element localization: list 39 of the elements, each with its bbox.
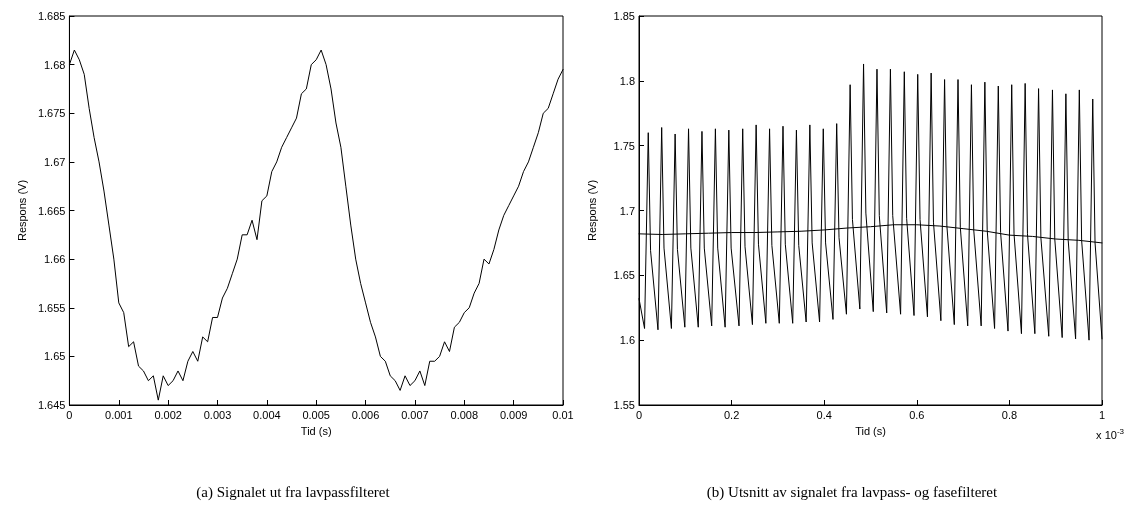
x-tick-label: 0.001 <box>105 408 133 421</box>
y-tick-label: 1.685 <box>37 10 66 22</box>
x-tick-label: 0.002 <box>154 408 182 421</box>
x-tick-label: 0.005 <box>302 408 330 421</box>
y-axis-title: Respons (V) <box>585 179 598 242</box>
y-tick-label: 1.85 <box>613 10 635 22</box>
y-tick-label: 1.645 <box>37 399 66 411</box>
x-tick-label: 0.004 <box>253 408 281 421</box>
y-tick-label: 1.66 <box>44 253 66 266</box>
x-tick-label: 0 <box>66 408 73 421</box>
x-axis-title: Tid (s) <box>300 424 332 437</box>
y-tick-label: 1.67 <box>44 155 66 168</box>
y-tick-label: 1.65 <box>613 269 635 282</box>
y-tick-label: 1.8 <box>619 74 635 87</box>
y-tick-label: 1.7 <box>619 204 635 217</box>
x-tick-label: 0.01 <box>552 408 574 421</box>
y-tick-label: 1.655 <box>37 301 66 314</box>
y-tick-label: 1.6 <box>619 334 635 347</box>
text: (b) Utsnitt av signalet fra lavpass- og fasefilteret <box>706 483 998 501</box>
y-tick-label: 1.68 <box>44 58 66 71</box>
x-tick-label: 0.2 <box>723 408 740 421</box>
y-tick-label: 1.55 <box>613 399 635 411</box>
x-tick-label: 0.009 <box>499 408 528 421</box>
y-axis-title: Respons (V) <box>15 179 28 242</box>
x-tick-label: 0.003 <box>203 408 232 421</box>
x-tick-label: 0.007 <box>401 408 429 421</box>
x-tick-label: 0 <box>635 408 643 421</box>
x-tick-label: 0.6 <box>909 408 925 421</box>
x-tick-label: 0.4 <box>816 408 832 421</box>
y-tick-label: 1.675 <box>37 107 66 120</box>
x-tick-label: 1 <box>1098 408 1106 421</box>
x-tick-label: 0.8 <box>1001 408 1018 421</box>
y-tick-label: 1.65 <box>44 350 66 363</box>
x-axis-title: Tid (s) <box>855 424 886 437</box>
text: (a) Signalet ut fra lavpassfilteret <box>196 483 391 501</box>
x-tick-label: 0.008 <box>450 408 479 421</box>
x-tick-label: 0.006 <box>351 408 380 421</box>
y-tick-label: 1.665 <box>37 204 66 217</box>
y-tick-label: 1.75 <box>613 139 635 152</box>
